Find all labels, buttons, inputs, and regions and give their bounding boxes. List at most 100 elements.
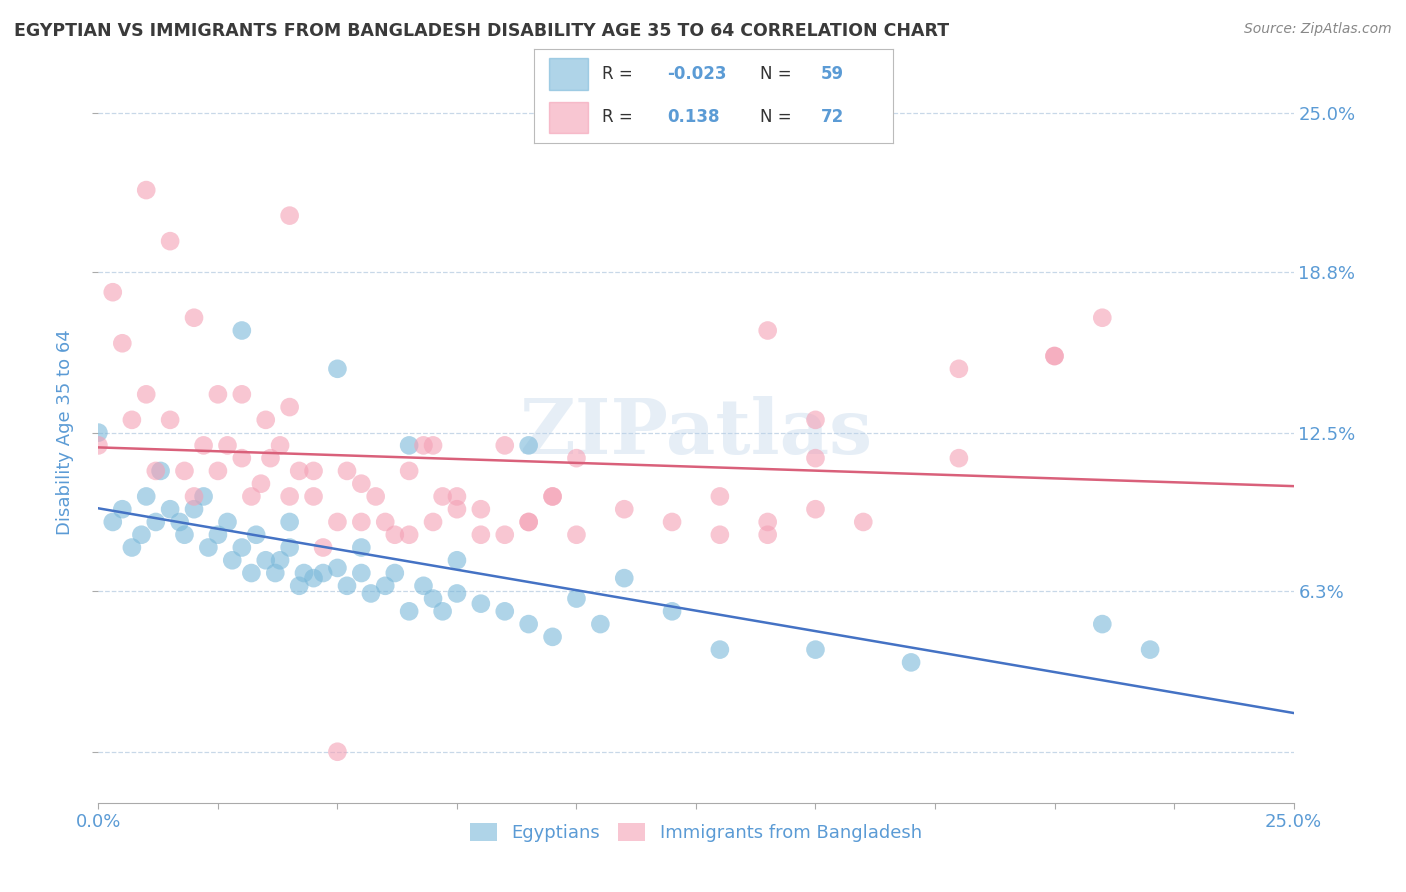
- Point: [87, 425, 110, 440]
- Point: [259, 451, 281, 466]
- Point: [121, 413, 143, 427]
- Point: [159, 413, 181, 427]
- Point: [470, 502, 492, 516]
- Point: [661, 604, 683, 618]
- Text: -0.023: -0.023: [666, 65, 727, 83]
- Point: [494, 604, 516, 618]
- Point: [384, 527, 406, 541]
- Point: [207, 464, 229, 478]
- Text: N =: N =: [761, 65, 797, 83]
- Point: [804, 413, 827, 427]
- Point: [240, 490, 263, 504]
- Point: [183, 310, 205, 325]
- Point: [1043, 349, 1066, 363]
- Point: [804, 642, 827, 657]
- Point: [432, 490, 454, 504]
- Point: [145, 515, 167, 529]
- Point: [245, 527, 267, 541]
- Point: [948, 361, 970, 376]
- Point: [159, 234, 181, 248]
- Point: [756, 515, 779, 529]
- Point: [278, 209, 301, 223]
- Point: [517, 515, 540, 529]
- Point: [350, 476, 373, 491]
- Point: [254, 413, 277, 427]
- Point: [1043, 349, 1066, 363]
- Point: [302, 464, 325, 478]
- Point: [288, 464, 311, 478]
- Point: [264, 566, 287, 580]
- Point: [412, 579, 434, 593]
- Point: [149, 464, 172, 478]
- Point: [336, 464, 359, 478]
- Point: [145, 464, 167, 478]
- Text: 72: 72: [821, 109, 845, 127]
- Y-axis label: Disability Age 35 to 64: Disability Age 35 to 64: [56, 330, 75, 535]
- Point: [231, 541, 253, 555]
- Point: [288, 579, 311, 593]
- Text: Source: ZipAtlas.com: Source: ZipAtlas.com: [1244, 22, 1392, 37]
- Point: [709, 490, 731, 504]
- Legend: Egyptians, Immigrants from Bangladesh: Egyptians, Immigrants from Bangladesh: [463, 815, 929, 849]
- Point: [364, 490, 387, 504]
- Point: [250, 476, 273, 491]
- Point: [231, 451, 253, 466]
- Point: [565, 451, 588, 466]
- Point: [613, 571, 636, 585]
- Point: [101, 515, 124, 529]
- Point: [240, 566, 263, 580]
- Point: [169, 515, 191, 529]
- Point: [541, 490, 564, 504]
- Point: [326, 561, 349, 575]
- Point: [517, 515, 540, 529]
- Point: [422, 591, 444, 606]
- Point: [197, 541, 219, 555]
- Point: [292, 566, 315, 580]
- Point: [374, 579, 396, 593]
- Point: [336, 579, 359, 593]
- Bar: [548, 102, 588, 134]
- Point: [852, 515, 875, 529]
- Point: [278, 541, 301, 555]
- Point: [312, 566, 335, 580]
- Point: [756, 527, 779, 541]
- Point: [302, 571, 325, 585]
- Point: [494, 527, 516, 541]
- Point: [804, 502, 827, 516]
- Point: [709, 642, 731, 657]
- Point: [589, 617, 612, 632]
- Point: [131, 527, 153, 541]
- Point: [312, 541, 335, 555]
- Point: [326, 515, 349, 529]
- Point: [278, 490, 301, 504]
- Text: ZIPatlas: ZIPatlas: [519, 396, 873, 469]
- Text: EGYPTIAN VS IMMIGRANTS FROM BANGLADESH DISABILITY AGE 35 TO 64 CORRELATION CHART: EGYPTIAN VS IMMIGRANTS FROM BANGLADESH D…: [14, 22, 949, 40]
- Point: [135, 183, 157, 197]
- Point: [517, 617, 540, 632]
- Point: [278, 515, 301, 529]
- Point: [278, 400, 301, 414]
- Point: [217, 438, 239, 452]
- Point: [565, 591, 588, 606]
- Point: [756, 324, 779, 338]
- Point: [398, 527, 420, 541]
- Point: [412, 438, 434, 452]
- Point: [541, 630, 564, 644]
- Point: [1091, 310, 1114, 325]
- Point: [494, 438, 516, 452]
- Text: N =: N =: [761, 109, 797, 127]
- Point: [470, 597, 492, 611]
- Point: [207, 527, 229, 541]
- Point: [541, 490, 564, 504]
- Point: [231, 324, 253, 338]
- Point: [661, 515, 683, 529]
- Text: R =: R =: [602, 109, 638, 127]
- Point: [269, 553, 291, 567]
- Point: [948, 451, 970, 466]
- Point: [207, 387, 229, 401]
- Point: [217, 515, 239, 529]
- Point: [384, 566, 406, 580]
- Point: [350, 515, 373, 529]
- Text: 59: 59: [821, 65, 844, 83]
- Point: [1139, 642, 1161, 657]
